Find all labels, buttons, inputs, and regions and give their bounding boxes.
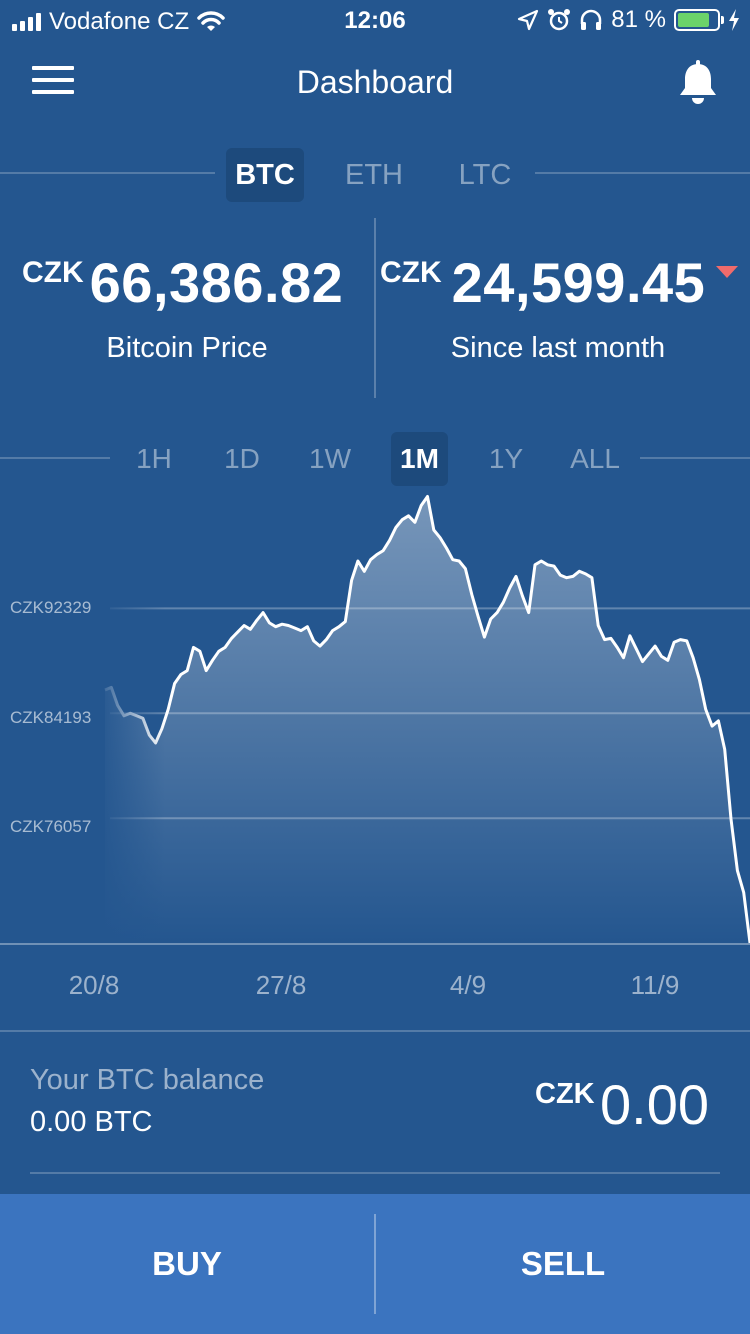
wifi-icon <box>197 11 225 31</box>
status-right: 81 % <box>517 6 740 34</box>
period-1y[interactable]: 1Y <box>488 443 524 474</box>
price-chart <box>0 480 750 945</box>
page-title: Dashboard <box>296 64 454 100</box>
hamburger-icon <box>32 66 76 94</box>
chart-area <box>105 496 750 943</box>
balance-value: 0.00 <box>600 1073 709 1136</box>
alarm-icon <box>548 9 571 31</box>
tab-eth[interactable]: ETH <box>345 159 403 191</box>
period-1h[interactable]: 1H <box>136 443 172 474</box>
battery-percent: 81 % <box>611 6 666 33</box>
action-divider <box>374 1214 376 1314</box>
status-left: Vodafone CZ <box>12 8 225 36</box>
bitcoin-price: CZK 66,386.82 <box>22 250 343 315</box>
action-bar <box>0 1194 750 1334</box>
change-label: Since last month <box>450 332 666 364</box>
x-tick-label: 4/9 <box>449 970 487 1000</box>
x-tick-label: 20/8 <box>68 970 120 1000</box>
chart-line <box>104 495 750 944</box>
status-bar: Vodafone CZ 12:06 81 % <box>0 0 750 40</box>
divider-line <box>0 457 110 459</box>
battery-icon <box>674 9 724 31</box>
period-all[interactable]: ALL <box>570 443 620 474</box>
location-icon <box>518 9 539 31</box>
period-1m[interactable]: 1M <box>391 432 448 486</box>
divider-line <box>0 1030 750 1032</box>
headphones-icon <box>581 9 602 30</box>
down-arrow-icon <box>716 266 738 278</box>
carrier-name: Vodafone CZ <box>49 8 190 35</box>
price-value: 66,386.82 <box>89 251 344 314</box>
divider-line <box>535 172 750 174</box>
notifications-button[interactable] <box>676 60 720 106</box>
chart-baseline <box>0 943 750 945</box>
tab-ltc[interactable]: LTC <box>458 159 512 191</box>
x-tick-label: 27/8 <box>255 970 307 1000</box>
signal-icon <box>12 13 41 31</box>
tab-btc[interactable]: BTC <box>226 148 304 202</box>
status-time: 12:06 <box>344 7 406 34</box>
y-tick-label: CZK76057 <box>10 817 92 836</box>
balance-currency: CZK <box>535 1078 595 1110</box>
period-1d[interactable]: 1D <box>224 443 260 474</box>
price-divider <box>374 218 376 398</box>
buy-button[interactable]: BUY <box>0 1194 374 1334</box>
divider-line <box>0 172 215 174</box>
divider-line <box>640 457 750 459</box>
sell-button[interactable]: SELL <box>376 1194 750 1334</box>
change-currency: CZK <box>380 256 442 289</box>
bell-icon <box>680 60 716 104</box>
charging-icon <box>729 9 739 31</box>
change-value: 24,599.45 <box>451 251 706 314</box>
price-label: Bitcoin Price <box>106 332 268 364</box>
balance-btc: 0.00 BTC <box>30 1106 153 1138</box>
y-tick-label: CZK92329 <box>10 598 92 617</box>
balance-label: Your BTC balance <box>30 1064 265 1096</box>
divider-line <box>30 1172 720 1174</box>
y-tick-label: CZK84193 <box>10 708 92 727</box>
period-1w[interactable]: 1W <box>309 443 351 474</box>
menu-button[interactable] <box>32 66 76 98</box>
price-currency: CZK <box>22 256 84 289</box>
price-change: CZK 24,599.45 <box>380 250 705 315</box>
x-tick-label: 11/9 <box>630 970 680 1000</box>
